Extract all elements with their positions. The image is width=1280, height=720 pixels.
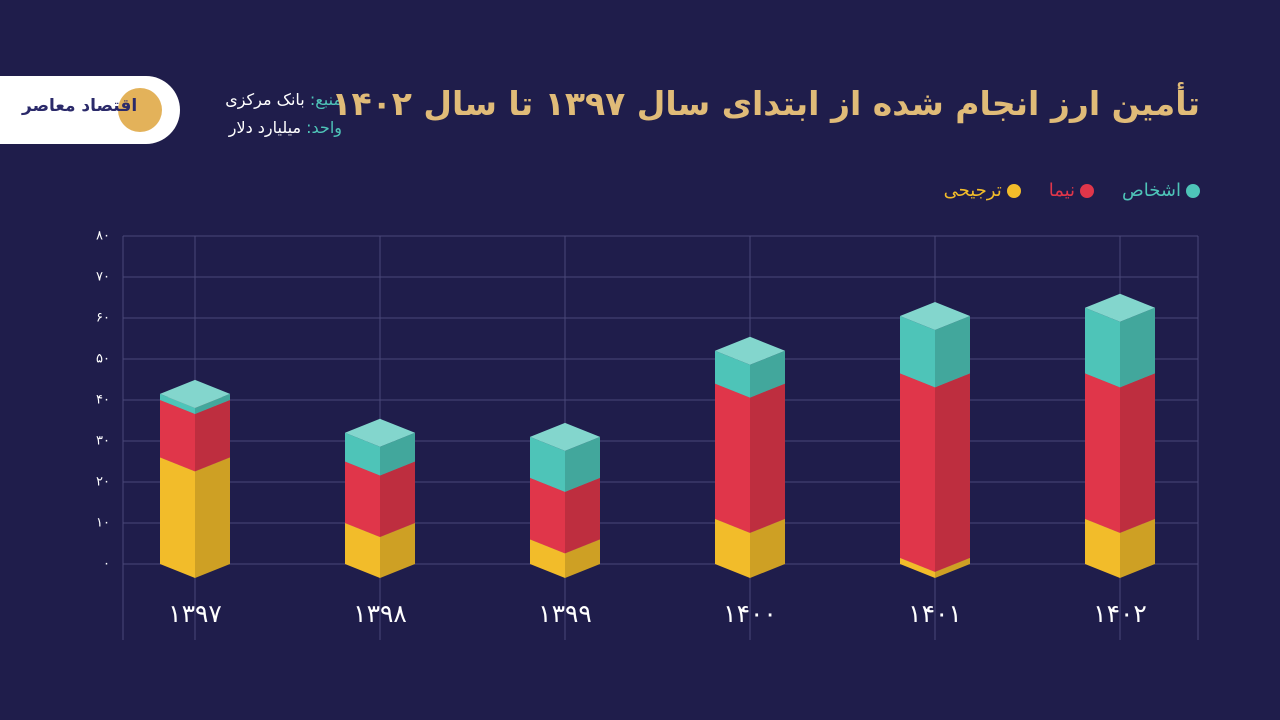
legend-swatch xyxy=(1006,183,1021,198)
bar-face-right xyxy=(750,350,785,398)
bar-face-right xyxy=(565,436,600,492)
bar-face-left xyxy=(900,315,935,388)
x-tick-label: ۱۴۰۰ xyxy=(723,599,777,628)
logo-icon xyxy=(118,88,162,132)
bar-face-right xyxy=(380,461,415,537)
legend-label: نیما xyxy=(1048,180,1076,201)
bar-face-right xyxy=(1120,518,1155,578)
bar-top xyxy=(900,301,970,330)
y-tick-label: ۳۰ xyxy=(96,434,110,449)
bar-face-left xyxy=(900,557,935,578)
source-line: منبع: بانک مرکزی xyxy=(200,86,342,114)
bar-face-right xyxy=(935,557,970,578)
bar-face-left xyxy=(160,400,195,472)
x-tick-label: ۱۴۰۱ xyxy=(908,599,962,628)
legend-item: اشخاص xyxy=(1122,180,1200,201)
bar-face-left xyxy=(715,383,750,533)
legend-label: اشخاص xyxy=(1122,180,1181,201)
y-tick-label: ۲۰ xyxy=(96,475,110,490)
bar-face-left xyxy=(160,457,195,578)
bar-face-right xyxy=(750,383,785,533)
bar-face-right xyxy=(1120,373,1155,533)
y-tick-label: ۸۰ xyxy=(96,229,110,244)
legend-item: ترجیحی xyxy=(944,180,1021,201)
legend-label: ترجیحی xyxy=(943,180,1002,201)
y-tick-label: ۴۰ xyxy=(96,393,110,408)
bar-face-right xyxy=(750,518,785,578)
bar-face-left xyxy=(1085,373,1120,533)
bar-face-right xyxy=(195,400,230,472)
x-tick-label: ۱۳۹۷ xyxy=(168,599,222,628)
x-tick-label: ۱۳۹۸ xyxy=(353,599,407,628)
unit: میلیارد دلار xyxy=(228,118,302,137)
bar-face-left xyxy=(345,461,380,537)
bar-face-right xyxy=(380,432,415,476)
source: بانک مرکزی xyxy=(225,90,305,109)
bar-face-left xyxy=(1085,518,1120,578)
bar-face-left xyxy=(530,477,565,554)
bar-face-right xyxy=(935,315,970,388)
bar-face-right xyxy=(565,539,600,578)
bar-top xyxy=(530,422,600,451)
bar-face-right xyxy=(935,373,970,572)
source-label: منبع: xyxy=(309,90,342,109)
legend-swatch xyxy=(1080,183,1095,198)
bar-top xyxy=(715,336,785,365)
legend: اشخاص نیما ترجیحی xyxy=(944,180,1200,201)
bar-face-right xyxy=(195,393,230,414)
bar-face-right xyxy=(565,477,600,554)
bar-top xyxy=(160,379,230,408)
meta: منبع: بانک مرکزی واحد: میلیارد دلار xyxy=(200,86,342,142)
y-tick-label: ۶۰ xyxy=(96,311,110,326)
bar-top xyxy=(345,418,415,447)
y-tick-label: ۰ xyxy=(103,557,110,572)
x-tick-label: ۱۴۰۲ xyxy=(1093,599,1147,628)
bar-face-left xyxy=(160,393,195,414)
bar-top xyxy=(1085,293,1155,322)
bar-face-left xyxy=(715,350,750,398)
bar-face-left xyxy=(715,518,750,578)
bar-face-right xyxy=(380,523,415,578)
chart-title: تأمین ارز انجام شده از ابتدای سال ۱۳۹۷ ت… xyxy=(331,84,1200,123)
unit-line: واحد: میلیارد دلار xyxy=(200,114,342,142)
legend-swatch xyxy=(1186,183,1200,198)
y-tick-label: ۵۰ xyxy=(96,352,110,367)
bar-face-left xyxy=(530,436,565,492)
legend-item: نیما xyxy=(1048,180,1095,201)
logo: اقتصاد معاصر xyxy=(0,76,180,144)
y-tick-label: ۱۰ xyxy=(96,516,110,531)
y-tick-label: ۷۰ xyxy=(96,270,110,285)
bar-face-left xyxy=(530,539,565,578)
bar-face-left xyxy=(345,523,380,578)
bar-face-left xyxy=(345,432,380,476)
logo-text: اقتصاد معاصر xyxy=(22,96,138,116)
x-tick-label: ۱۳۹۹ xyxy=(538,599,592,628)
unit-label: واحد: xyxy=(306,118,342,137)
bar-face-right xyxy=(1120,307,1155,388)
bar-face-left xyxy=(1085,307,1120,388)
bar-face-left xyxy=(900,373,935,572)
bar-face-right xyxy=(195,457,230,578)
